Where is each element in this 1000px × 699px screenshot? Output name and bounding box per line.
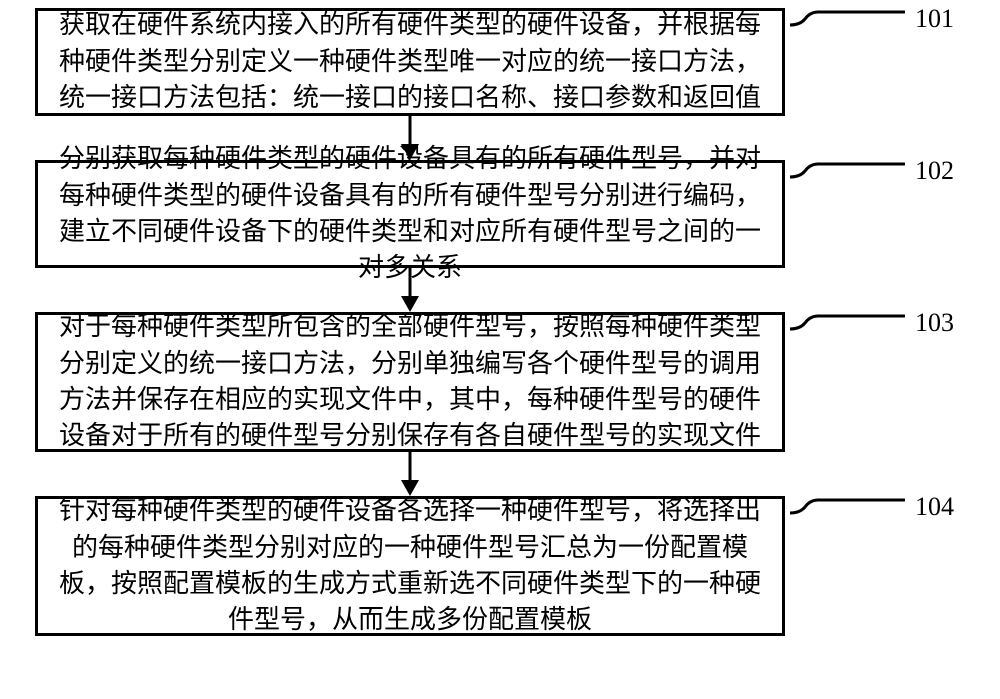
- step-text: 对于每种硬件类型所包含的全部硬件型号，按照每种硬件类型分别定义的统一接口方法，分…: [58, 309, 762, 455]
- bracket-104: [790, 496, 910, 536]
- step-text: 获取在硬件系统内接入的所有硬件类型的硬件设备，并根据每种硬件类型分别定义一种硬件…: [58, 7, 762, 116]
- flow-step-101: 获取在硬件系统内接入的所有硬件类型的硬件设备，并根据每种硬件类型分别定义一种硬件…: [35, 8, 785, 116]
- bracket-101: [790, 8, 910, 48]
- flow-step-104: 针对每种硬件类型的硬件设备各选择一种硬件型号，将选择出的每种硬件类型分别对应的一…: [35, 496, 785, 636]
- bracket-103: [790, 312, 910, 352]
- step-text: 分别获取每种硬件类型的硬件设备具有的所有硬件型号，并对每种硬件类型的硬件设备具有…: [58, 141, 762, 287]
- step-label-104: 104: [915, 492, 954, 522]
- step-label-103: 103: [915, 308, 954, 338]
- flow-step-103: 对于每种硬件类型所包含的全部硬件型号，按照每种硬件类型分别定义的统一接口方法，分…: [35, 312, 785, 452]
- step-label-102: 102: [915, 156, 954, 186]
- step-text: 针对每种硬件类型的硬件设备各选择一种硬件型号，将选择出的每种硬件类型分别对应的一…: [58, 493, 762, 639]
- arrow-2-3: [398, 268, 422, 312]
- flow-step-102: 分别获取每种硬件类型的硬件设备具有的所有硬件型号，并对每种硬件类型的硬件设备具有…: [35, 160, 785, 268]
- arrow-3-4: [398, 452, 422, 496]
- step-label-101: 101: [915, 4, 954, 34]
- bracket-102: [790, 160, 910, 200]
